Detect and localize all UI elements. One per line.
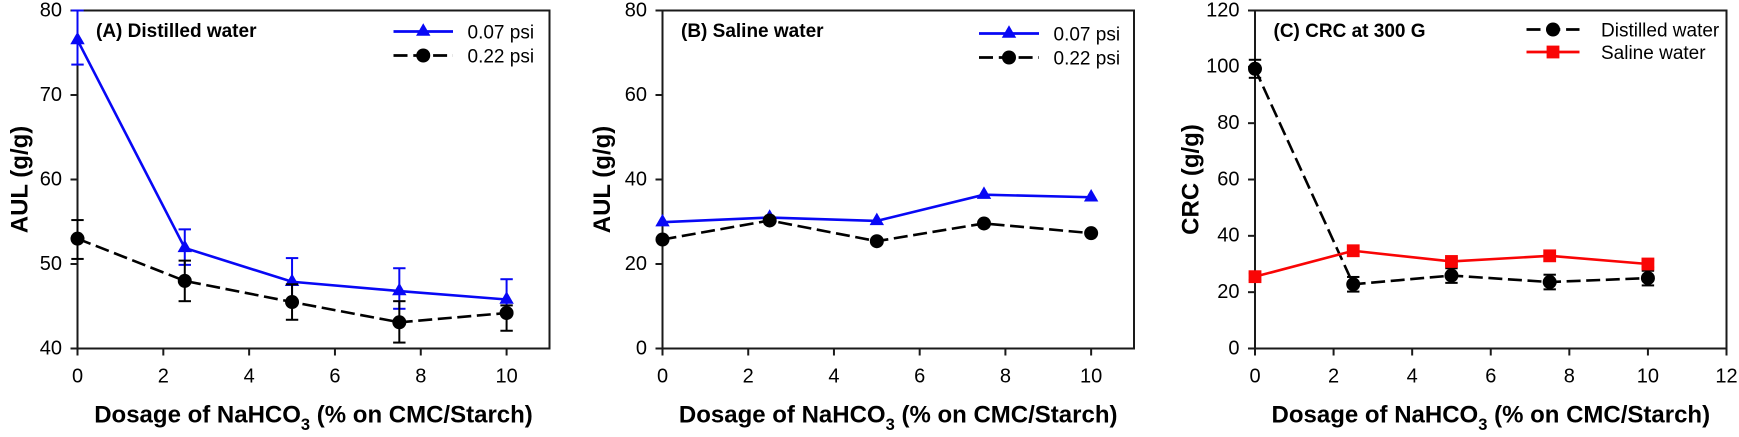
svg-text:40: 40 (1217, 225, 1239, 247)
svg-text:8: 8 (415, 366, 426, 388)
svg-text:2: 2 (1328, 366, 1339, 388)
svg-text:Dosage of NaHCO3 (% on CMC/Sta: Dosage of NaHCO3 (% on CMC/Starch) (94, 402, 533, 433)
svg-text:0.22 psi: 0.22 psi (468, 47, 535, 68)
svg-text:120: 120 (1206, 0, 1239, 21)
svg-text:8: 8 (1000, 366, 1011, 388)
svg-text:50: 50 (40, 253, 62, 275)
svg-text:12: 12 (1715, 366, 1737, 388)
svg-text:(A) Distilled water: (A) Distilled water (96, 21, 257, 42)
svg-text:Saline water: Saline water (1601, 43, 1706, 64)
svg-text:4: 4 (828, 366, 839, 388)
svg-text:10: 10 (1080, 366, 1102, 388)
svg-text:AUL (g/g): AUL (g/g) (589, 126, 616, 234)
svg-text:6: 6 (1485, 366, 1496, 388)
svg-text:0: 0 (1249, 366, 1260, 388)
svg-text:40: 40 (40, 337, 62, 359)
svg-text:CRC (g/g): CRC (g/g) (1178, 124, 1205, 235)
svg-text:6: 6 (329, 366, 340, 388)
svg-text:6: 6 (914, 366, 925, 388)
svg-text:0: 0 (1228, 337, 1239, 359)
svg-text:60: 60 (625, 84, 647, 106)
svg-text:0: 0 (72, 366, 83, 388)
svg-text:10: 10 (1637, 366, 1659, 388)
svg-text:AUL (g/g): AUL (g/g) (6, 126, 33, 234)
svg-text:40: 40 (625, 168, 647, 190)
svg-text:80: 80 (625, 0, 647, 21)
svg-text:8: 8 (1564, 366, 1575, 388)
svg-text:0.07 psi: 0.07 psi (1054, 25, 1121, 46)
svg-text:70: 70 (40, 84, 62, 106)
svg-text:80: 80 (1217, 112, 1239, 134)
svg-text:0.22 psi: 0.22 psi (1054, 49, 1121, 70)
svg-text:4: 4 (1407, 366, 1418, 388)
svg-text:60: 60 (40, 168, 62, 190)
svg-text:2: 2 (158, 366, 169, 388)
svg-text:Dosage of NaHCO3 (% on CMC/Sta: Dosage of NaHCO3 (% on CMC/Starch) (679, 402, 1118, 433)
svg-text:60: 60 (1217, 168, 1239, 190)
svg-text:100: 100 (1206, 56, 1239, 78)
svg-text:0: 0 (657, 366, 668, 388)
svg-text:(C) CRC at 300 G: (C) CRC at 300 G (1274, 21, 1426, 42)
svg-text:2: 2 (743, 366, 754, 388)
svg-text:10: 10 (495, 366, 517, 388)
svg-text:Distilled water: Distilled water (1601, 21, 1720, 42)
svg-text:4: 4 (244, 366, 255, 388)
svg-text:Dosage of NaHCO3 (% on CMC/Sta: Dosage of NaHCO3 (% on CMC/Starch) (1272, 402, 1711, 433)
svg-text:0.07 psi: 0.07 psi (468, 23, 535, 44)
svg-text:20: 20 (625, 253, 647, 275)
svg-text:80: 80 (40, 0, 62, 21)
svg-text:20: 20 (1217, 281, 1239, 303)
svg-text:0: 0 (636, 337, 647, 359)
svg-text:(B) Saline water: (B) Saline water (681, 21, 824, 42)
